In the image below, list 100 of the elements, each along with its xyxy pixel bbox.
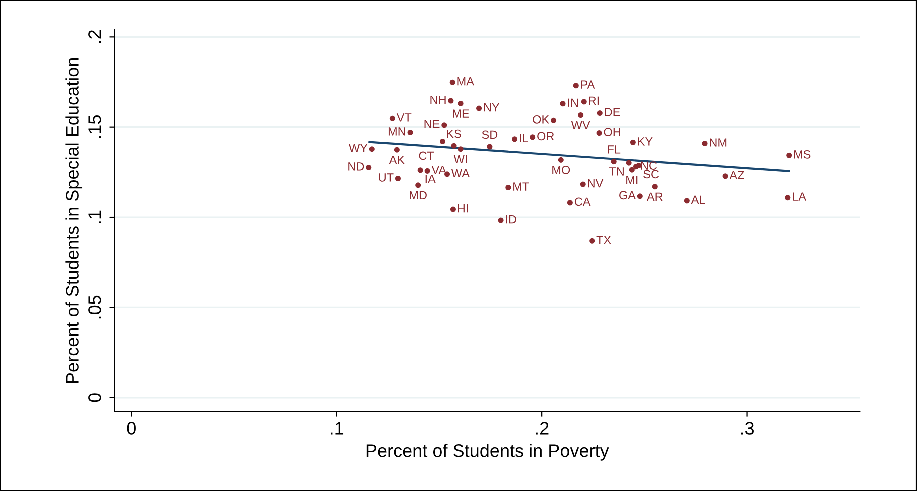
point xyxy=(395,176,401,182)
annotation: IA xyxy=(426,175,436,184)
y-tick-label: .2 xyxy=(88,30,102,44)
annotation: ME xyxy=(453,110,470,118)
annotation: PA xyxy=(581,80,596,89)
y-tick-label: .1 xyxy=(88,210,102,224)
point xyxy=(458,100,464,106)
annotation: OR xyxy=(538,132,554,141)
annotation: FL xyxy=(608,146,621,154)
point xyxy=(785,195,791,201)
point xyxy=(448,98,454,104)
annotation: SD xyxy=(482,130,498,140)
annotation: MA xyxy=(458,78,474,86)
point xyxy=(560,101,566,107)
point xyxy=(506,184,512,191)
point xyxy=(418,168,424,174)
point xyxy=(442,122,448,128)
annotation: OK xyxy=(533,115,550,124)
annotation: MT xyxy=(514,182,530,191)
annotation: ND xyxy=(348,162,364,171)
point xyxy=(786,152,792,158)
point xyxy=(550,118,557,124)
annotation: ID xyxy=(506,216,516,224)
point xyxy=(390,116,396,122)
point xyxy=(366,164,372,171)
annotation: OH xyxy=(604,128,620,136)
annotation: MI xyxy=(626,176,638,184)
point xyxy=(458,146,464,152)
point xyxy=(450,206,456,212)
point xyxy=(611,159,617,165)
annotation: MS xyxy=(794,150,811,159)
point xyxy=(581,99,587,105)
annotation: TX xyxy=(596,236,612,244)
point xyxy=(487,144,493,150)
annotation: NC xyxy=(641,162,658,170)
annotation: AZ xyxy=(730,171,744,180)
annotation: DE xyxy=(605,108,620,116)
point xyxy=(450,80,456,86)
annotation: NY xyxy=(484,104,500,112)
point xyxy=(626,160,632,166)
annotation: IN xyxy=(568,98,578,107)
point xyxy=(684,198,690,204)
point xyxy=(567,200,573,206)
x-tick-label: .2 xyxy=(536,422,549,435)
annotation: LA xyxy=(793,192,806,201)
point xyxy=(440,138,446,145)
annotation: MO xyxy=(552,166,570,174)
point xyxy=(722,174,728,180)
annotation: WA xyxy=(451,169,470,178)
annotation: WY xyxy=(349,144,368,152)
y-tick-label: 0 xyxy=(88,394,102,402)
annotation: NV xyxy=(588,179,604,188)
x-tick-label: 0 xyxy=(127,422,136,435)
annotation: NM xyxy=(710,138,727,147)
annotation: HI xyxy=(458,204,468,213)
annotation: WI xyxy=(454,155,468,164)
point xyxy=(451,143,457,149)
point xyxy=(476,106,482,112)
point xyxy=(573,83,579,89)
annotation: NE xyxy=(424,120,440,128)
annotation: UT xyxy=(379,174,394,182)
annotation: GA xyxy=(620,191,636,200)
point xyxy=(652,184,658,190)
y-tick-label: .15 xyxy=(88,116,102,138)
point xyxy=(597,110,603,116)
annotation: SC xyxy=(644,170,660,179)
annotation: NH xyxy=(430,96,446,104)
point xyxy=(512,136,518,142)
point xyxy=(424,168,430,174)
point xyxy=(629,167,635,173)
y-tick-label: .05 xyxy=(88,296,102,319)
annotation: TN xyxy=(609,168,624,176)
annotation: VA xyxy=(432,166,447,174)
point xyxy=(498,218,504,224)
x-tick-label: .3 xyxy=(741,422,754,435)
annotation: CA xyxy=(574,198,591,206)
point xyxy=(394,147,400,153)
x-axis-title: Percent of Students in Poverty xyxy=(366,444,610,461)
annotation: WV xyxy=(571,121,590,130)
annotation: KY xyxy=(638,138,653,146)
annotation: CT xyxy=(419,152,434,160)
point xyxy=(580,182,586,188)
point xyxy=(630,140,636,146)
point xyxy=(637,194,643,200)
point xyxy=(369,146,375,152)
x-tick-label: .1 xyxy=(330,422,344,435)
point xyxy=(416,182,422,188)
point xyxy=(590,238,596,244)
annotation: RI xyxy=(589,96,600,105)
point xyxy=(408,130,414,136)
annotation: IL xyxy=(520,134,528,142)
point xyxy=(558,157,564,163)
point xyxy=(530,134,536,140)
annotation: MN xyxy=(388,128,406,136)
annotation: MD xyxy=(410,191,427,200)
point xyxy=(702,140,708,147)
annotation: KS xyxy=(447,130,462,138)
annotation: AL xyxy=(691,196,706,204)
annotation: AK xyxy=(389,156,405,164)
y-axis-title: Percent of Students in Special Education xyxy=(66,58,83,384)
